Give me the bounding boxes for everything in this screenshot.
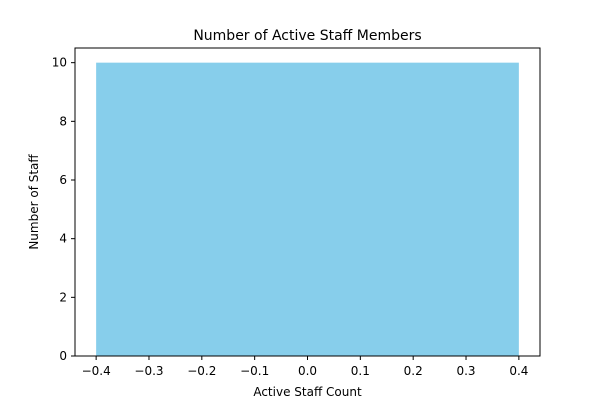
x-tick-label: 0.4 bbox=[509, 364, 528, 378]
chart-title: Number of Active Staff Members bbox=[193, 28, 421, 44]
x-tick-label: 0.0 bbox=[298, 364, 317, 378]
y-axis: 0 2 4 6 8 10 bbox=[52, 56, 75, 363]
bars-layer bbox=[96, 62, 519, 357]
y-tick-label: 0 bbox=[59, 349, 67, 363]
x-tick-label: −0.2 bbox=[187, 364, 216, 378]
x-tick-label: 0.2 bbox=[404, 364, 423, 378]
y-tick-label: 8 bbox=[59, 114, 67, 128]
x-tick-label: −0.1 bbox=[240, 364, 269, 378]
x-tick-label: 0.1 bbox=[351, 364, 370, 378]
x-tick-label: 0.3 bbox=[456, 364, 475, 378]
bar bbox=[96, 62, 519, 357]
y-tick-label: 10 bbox=[52, 56, 67, 70]
y-tick-label: 2 bbox=[59, 290, 67, 304]
y-tick-label: 4 bbox=[59, 232, 67, 246]
x-tick-label: −0.3 bbox=[134, 364, 163, 378]
y-tick-label: 6 bbox=[59, 173, 67, 187]
x-axis-title: Active Staff Count bbox=[253, 385, 362, 399]
y-axis-title: Number of Staff bbox=[27, 154, 41, 250]
x-axis: −0.4 −0.3 −0.2 −0.1 0.0 0.1 0.2 0.3 0.4 bbox=[82, 356, 528, 378]
x-tick-label: −0.4 bbox=[82, 364, 111, 378]
